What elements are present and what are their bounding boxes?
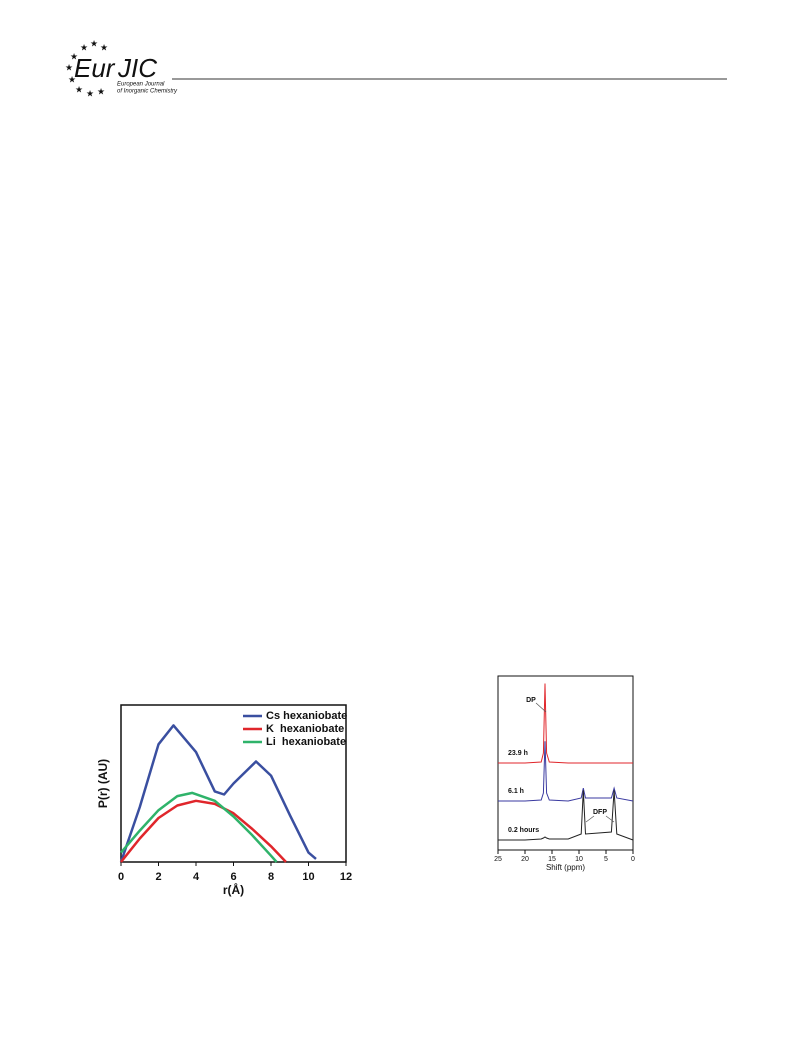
- annotation: DP: [526, 697, 536, 704]
- svg-text:★: ★: [100, 42, 108, 52]
- annotation-leader: [535, 702, 547, 713]
- x-tick-label: 8: [268, 871, 274, 883]
- svg-text:★: ★: [97, 86, 105, 96]
- svg-text:★: ★: [90, 38, 98, 48]
- series-line: [120, 799, 287, 863]
- x-tick-label: 25: [494, 856, 502, 863]
- x-tick-label: 0: [118, 871, 124, 883]
- logo-line: of Inorganic Chemistry: [117, 89, 178, 95]
- x-tick-label: 10: [302, 871, 314, 883]
- annotation-leader: [605, 815, 615, 823]
- x-axis-label: r(Å): [223, 882, 244, 897]
- journal-logo: ★ ★ ★ ★★★ ★ ★ ★ Eur JIC European Journal of …: [65, 38, 178, 98]
- logo-stars: ★ ★ ★ ★★★ ★ ★ ★: [65, 38, 108, 98]
- x-tick-label: 4: [193, 871, 200, 883]
- x-tick-label: 0: [631, 856, 635, 863]
- spectrum-trace: [498, 741, 634, 802]
- svg-text:★: ★: [70, 51, 78, 61]
- trace-label: 23.9 h: [508, 750, 528, 757]
- spectrum-trace: [498, 790, 634, 841]
- spectrum-trace: [498, 683, 633, 764]
- series-line: [119, 724, 317, 863]
- legend-label: Li hexaniobate: [266, 736, 346, 748]
- x-tick-label: 6: [230, 871, 236, 883]
- svg-text:★: ★: [68, 74, 76, 84]
- x-tick-label: 2: [155, 871, 161, 883]
- annotation: DFP: [593, 809, 607, 816]
- x-tick-label: 15: [548, 856, 556, 863]
- svg-text:★: ★: [80, 42, 88, 52]
- x-axis-label: Shift (ppm): [546, 863, 585, 872]
- annotation-leader: [585, 815, 595, 823]
- series-line: [120, 791, 278, 863]
- logo-main: Eur: [74, 53, 116, 83]
- legend-label: K hexaniobate: [266, 723, 344, 735]
- svg-text:★: ★: [86, 88, 94, 98]
- logo-accent: JIC: [117, 53, 157, 83]
- svg-text:★: ★: [65, 62, 73, 72]
- trace-label: 6.1 h: [508, 788, 524, 795]
- y-axis-label: P(r) (AU): [96, 759, 110, 808]
- trace-label: 0.2 hours: [508, 827, 539, 834]
- svg-text:★: ★: [75, 84, 83, 94]
- x-tick-label: 20: [521, 856, 529, 863]
- x-tick-label: 5: [604, 856, 608, 863]
- legend-label: Cs hexaniobate: [266, 710, 347, 722]
- x-tick-label: 12: [340, 871, 352, 883]
- logo-line: European Journal: [117, 82, 165, 88]
- x-tick-label: 10: [575, 856, 583, 863]
